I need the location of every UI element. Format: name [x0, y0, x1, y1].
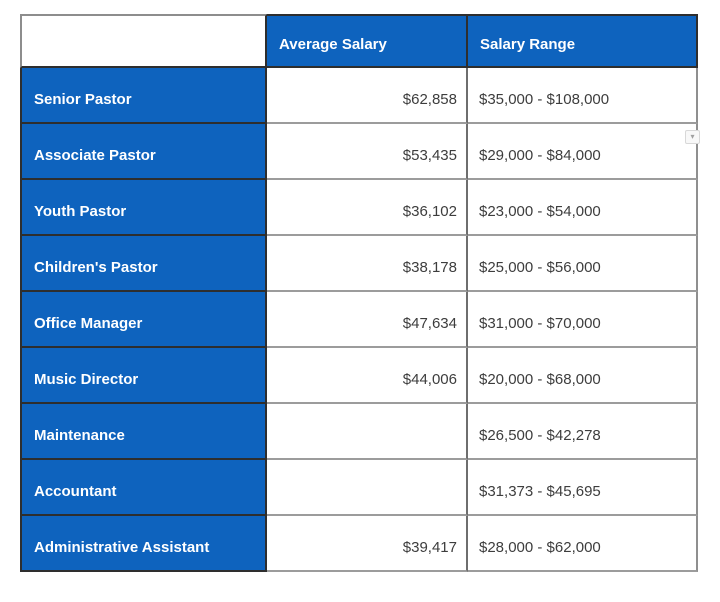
table-row: Music Director $44,006 $20,000 - $68,000	[20, 348, 698, 404]
col-header-average-salary: Average Salary	[267, 14, 468, 68]
average-salary-cell: $53,435	[267, 124, 468, 180]
row-label: Associate Pastor	[20, 124, 267, 180]
average-salary-cell	[267, 460, 468, 516]
row-label: Maintenance	[20, 404, 267, 460]
salary-range-cell: $31,373 - $45,695	[468, 460, 698, 516]
salary-range-cell: $23,000 - $54,000	[468, 180, 698, 236]
row-label: Senior Pastor	[20, 68, 267, 124]
table-row: Accountant $31,373 - $45,695	[20, 460, 698, 516]
row-label: Music Director	[20, 348, 267, 404]
average-salary-cell: $44,006	[267, 348, 468, 404]
table-row: Youth Pastor $36,102 $23,000 - $54,000	[20, 180, 698, 236]
table-row: Maintenance $26,500 - $42,278	[20, 404, 698, 460]
salary-range-cell: $31,000 - $70,000	[468, 292, 698, 348]
salary-range-cell: $28,000 - $62,000	[468, 516, 698, 572]
average-salary-cell: $38,178	[267, 236, 468, 292]
table-row: Office Manager $47,634 $31,000 - $70,000	[20, 292, 698, 348]
average-salary-cell	[267, 404, 468, 460]
col-header-salary-range: Salary Range	[468, 14, 698, 68]
table-row: Senior Pastor $62,858 $35,000 - $108,000	[20, 68, 698, 124]
average-salary-cell: $47,634	[267, 292, 468, 348]
table-row: Administrative Assistant $39,417 $28,000…	[20, 516, 698, 572]
salary-range-cell: $26,500 - $42,278	[468, 404, 698, 460]
salary-range-cell: $35,000 - $108,000	[468, 68, 698, 124]
average-salary-cell: $36,102	[267, 180, 468, 236]
corner-cell	[20, 14, 267, 68]
salary-range-cell: $20,000 - $68,000	[468, 348, 698, 404]
table-row: Associate Pastor $53,435 $29,000 - $84,0…	[20, 124, 698, 180]
average-salary-cell: $62,858	[267, 68, 468, 124]
salary-range-cell: $29,000 - $84,000	[468, 124, 698, 180]
salary-range-cell: $25,000 - $56,000	[468, 236, 698, 292]
row-label: Office Manager	[20, 292, 267, 348]
row-label: Youth Pastor	[20, 180, 267, 236]
row-label: Accountant	[20, 460, 267, 516]
row-label: Administrative Assistant	[20, 516, 267, 572]
chevron-down-icon[interactable]: ▾	[685, 130, 700, 144]
average-salary-cell: $39,417	[267, 516, 468, 572]
header-row: Average Salary Salary Range	[20, 14, 698, 68]
row-label: Children's Pastor	[20, 236, 267, 292]
table-row: Children's Pastor $38,178 $25,000 - $56,…	[20, 236, 698, 292]
salary-table: Average Salary Salary Range Senior Pasto…	[20, 14, 698, 572]
